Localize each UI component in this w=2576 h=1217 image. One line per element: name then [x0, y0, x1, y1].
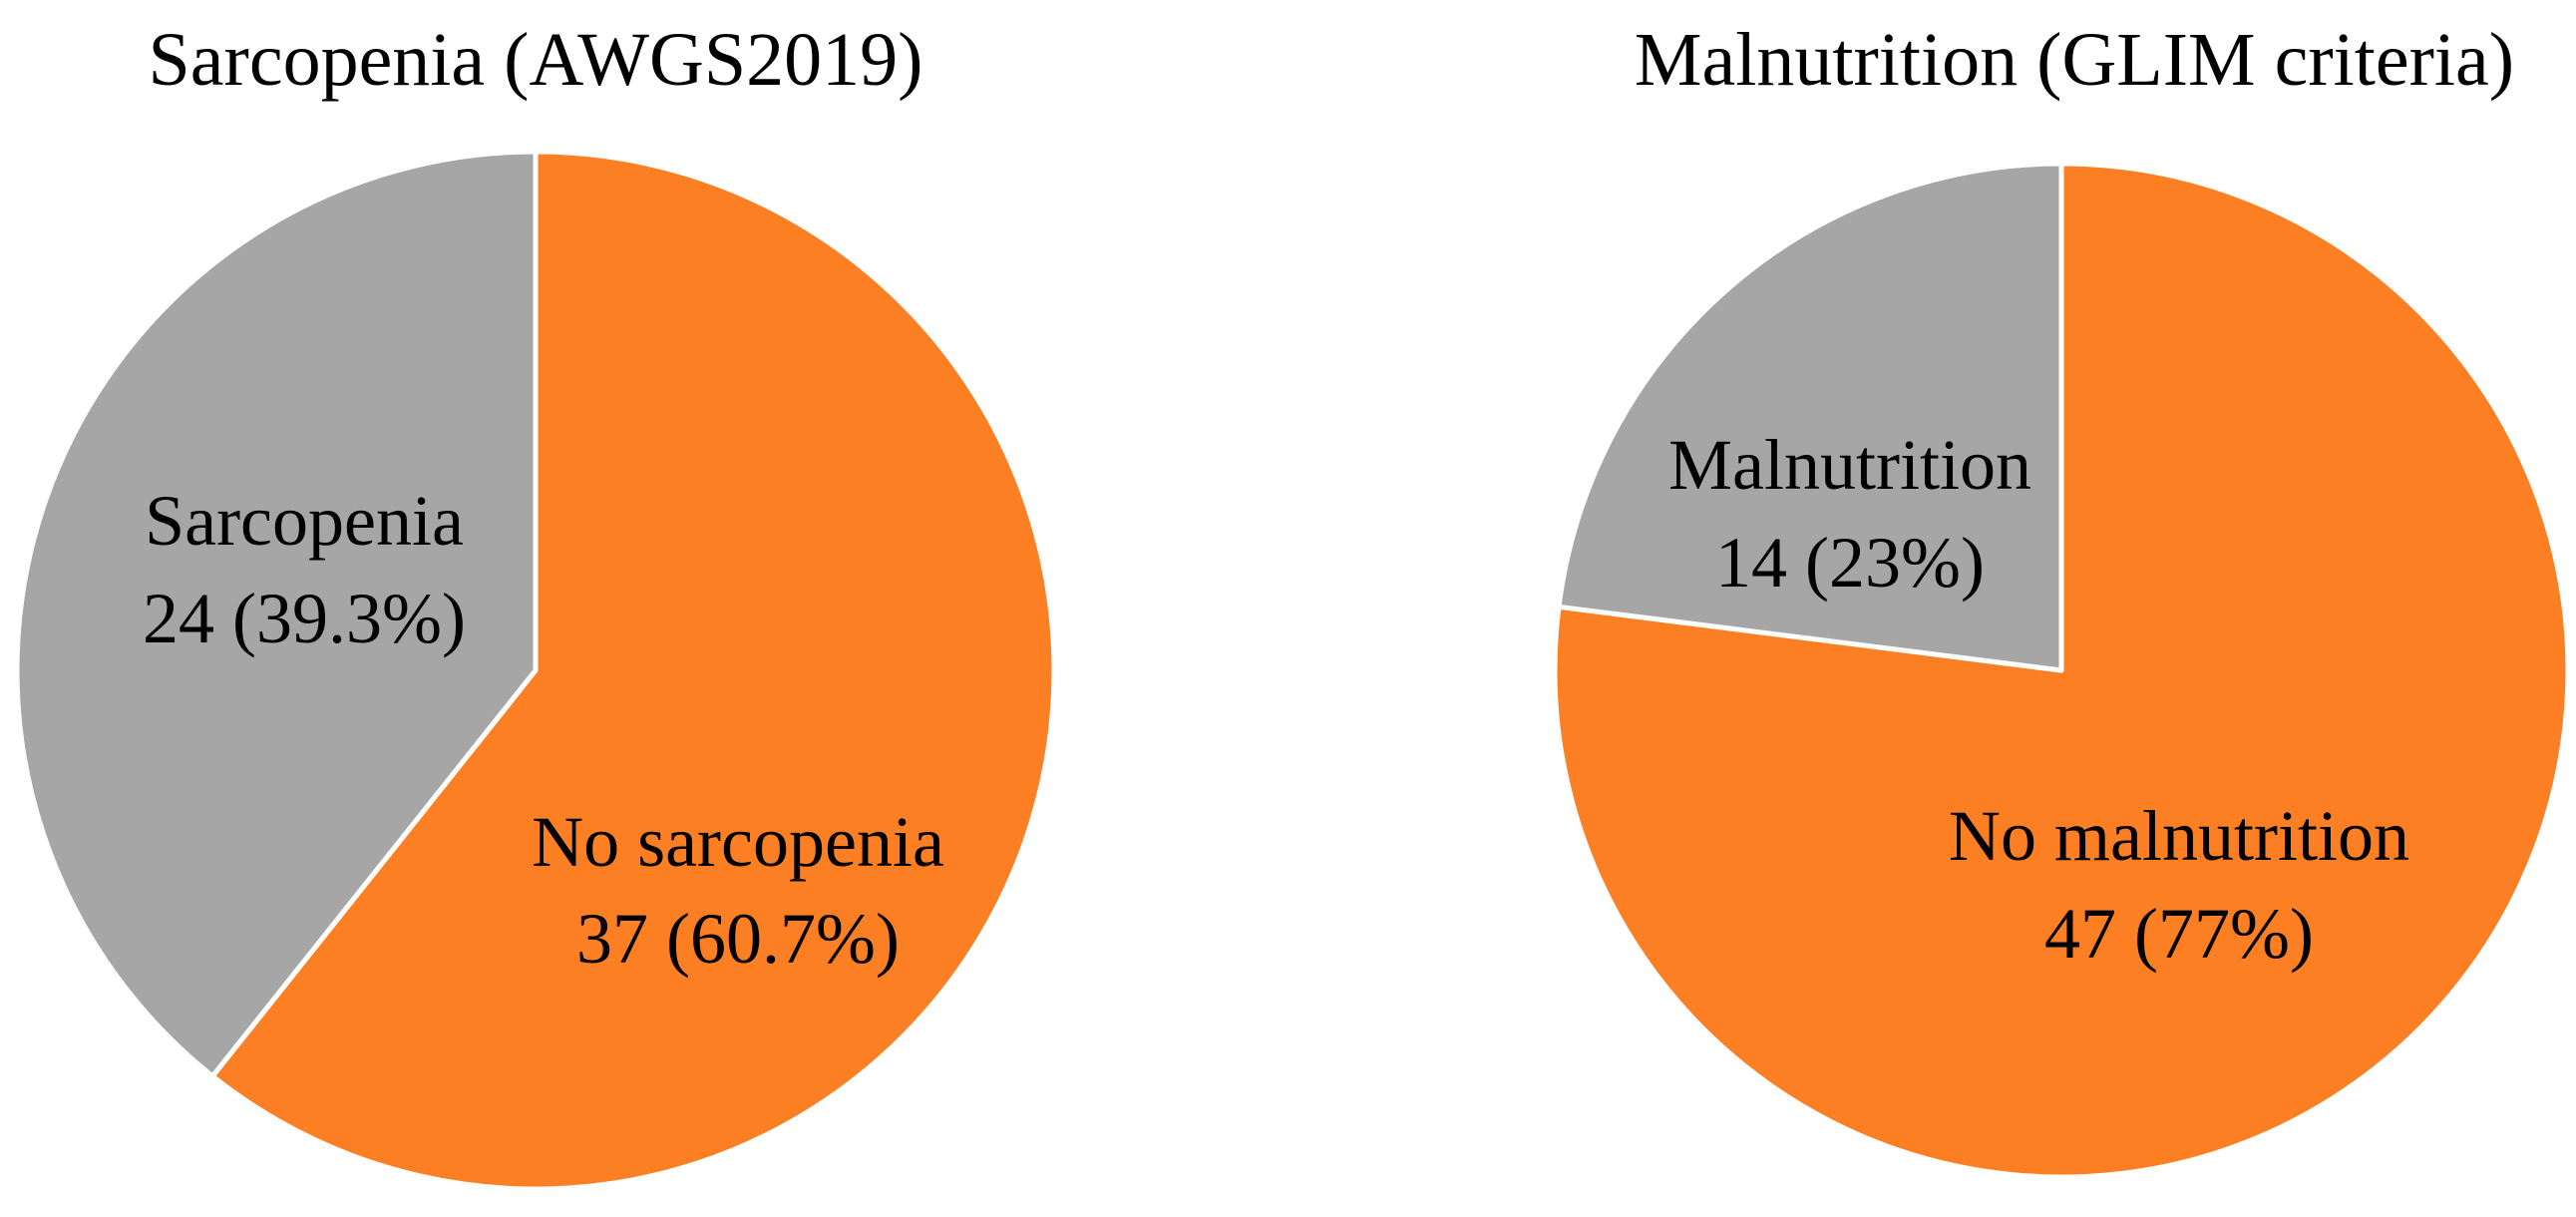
value-malnutrition: 14 (23%) [1715, 523, 1985, 603]
value-no-malnutrition: 47 (77%) [2044, 894, 2314, 974]
slice-sarcopenia [14, 149, 539, 1079]
slice-malnutrition [1556, 161, 2064, 673]
sarcopenia-chart-title: Sarcopenia (AWGS2019) [149, 18, 923, 102]
label-no-malnutrition: No malnutrition [1949, 796, 2409, 876]
malnutrition-chart-title: Malnutrition (GLIM criteria) [1635, 18, 2514, 102]
malnutrition-pie-chart: Malnutrition (GLIM criteria) No malnutri… [1552, 18, 2571, 1180]
sarcopenia-slices [14, 149, 1057, 1192]
slice-no-malnutrition [1552, 161, 2571, 1180]
value-sarcopenia: 24 (39.3%) [143, 579, 466, 658]
sarcopenia-pie-chart: Sarcopenia (AWGS2019) No sarcopenia 37 (… [14, 18, 1057, 1192]
value-no-sarcopenia: 37 (60.7%) [576, 899, 900, 979]
slice-no-sarcopenia [209, 149, 1057, 1192]
malnutrition-slices [1552, 161, 2571, 1180]
label-sarcopenia: Sarcopenia [145, 481, 464, 561]
label-no-sarcopenia: No sarcopenia [532, 802, 944, 882]
label-malnutrition: Malnutrition [1668, 425, 2031, 505]
